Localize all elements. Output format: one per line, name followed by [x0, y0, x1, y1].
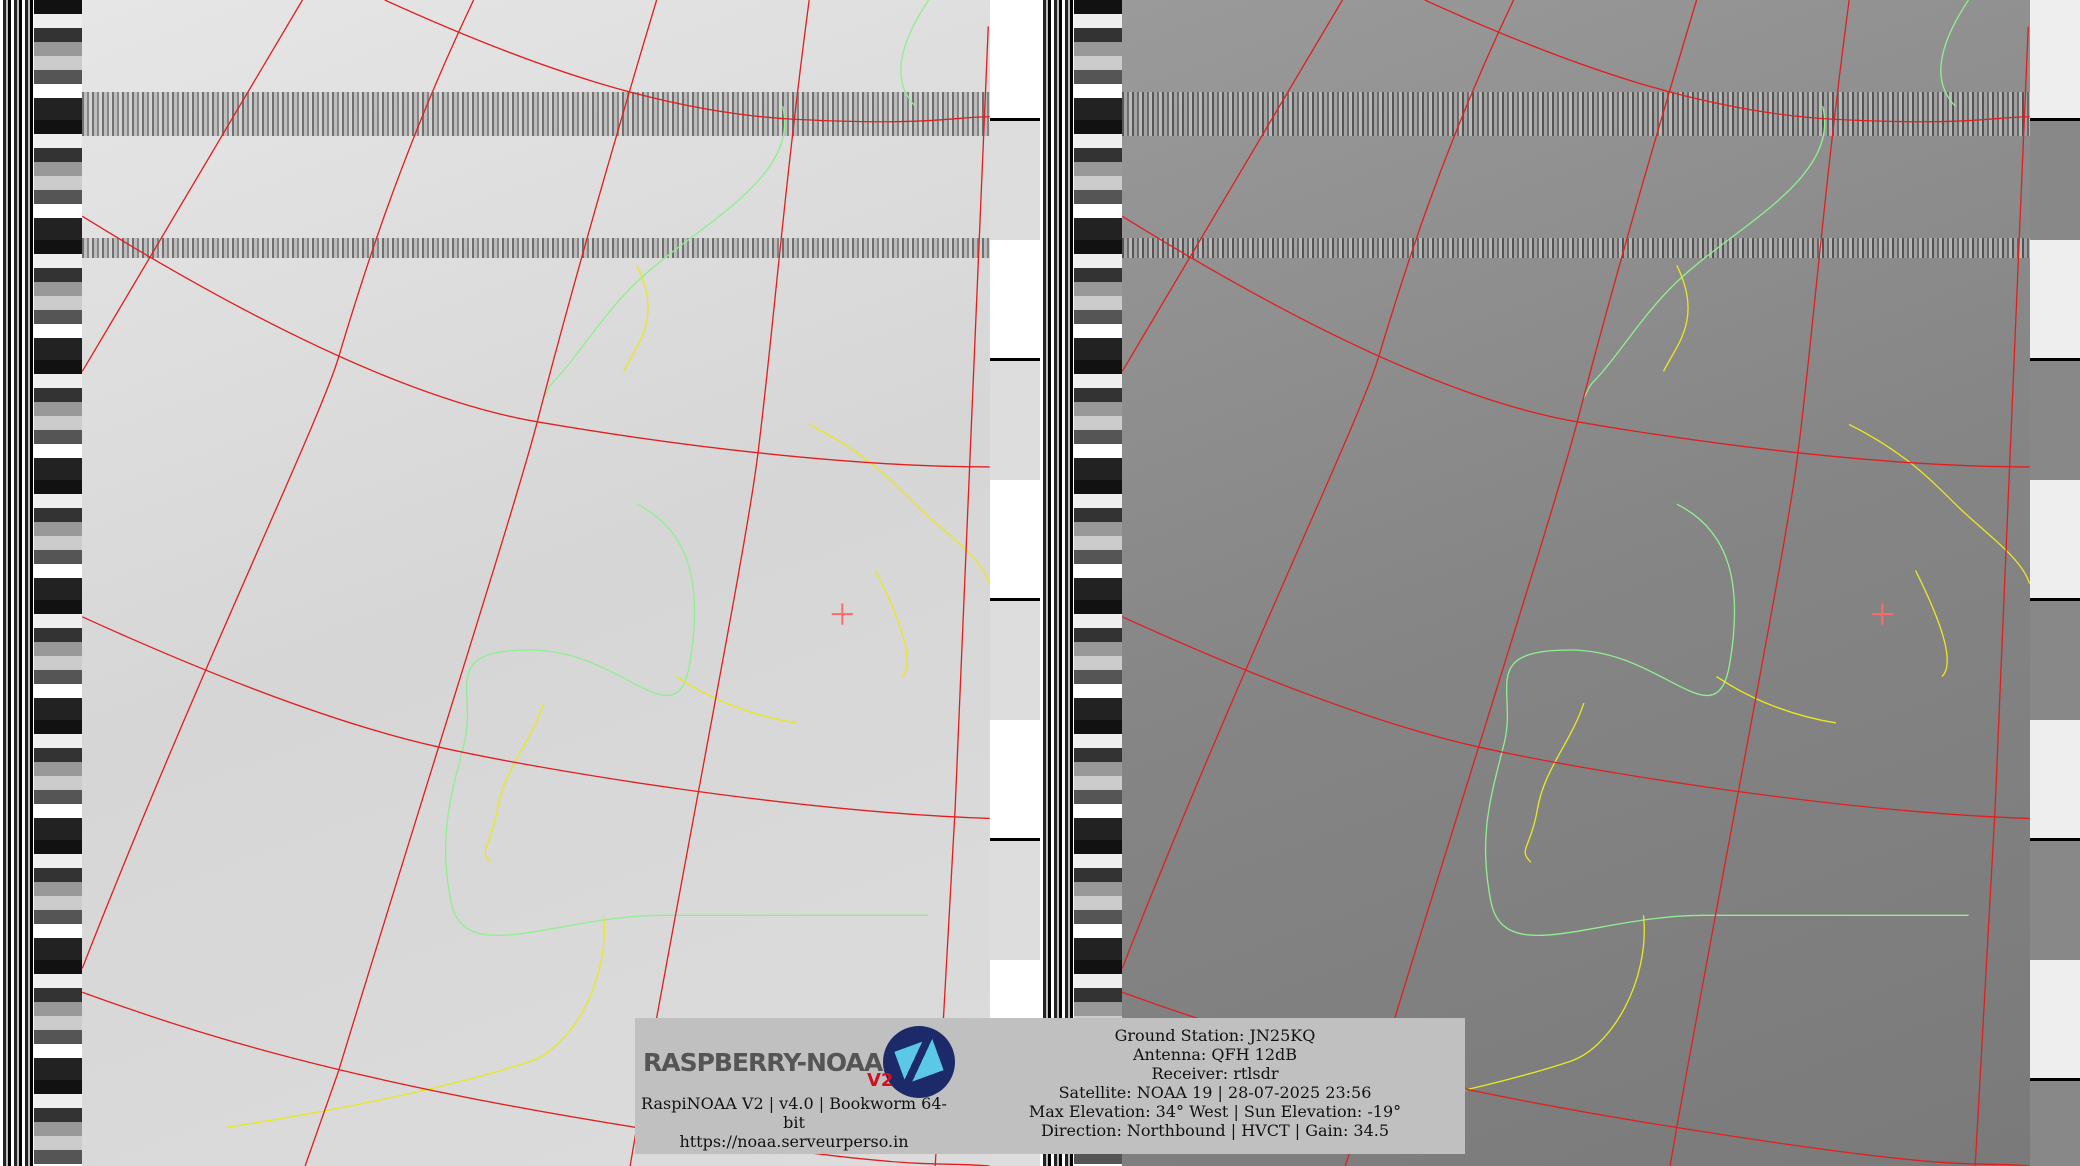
- noise-band: [82, 238, 990, 258]
- pass-info-panel: RASPBERRY-NOAA V2 RaspiNOAA V2 | v4.0 | …: [635, 1018, 1465, 1154]
- ground-station-crosshair-a: [830, 602, 854, 626]
- version-text: RaspiNOAA V2 | v4.0 | Bookworm 64-bit: [641, 1094, 947, 1132]
- sync-b-strip: [1040, 0, 1074, 1166]
- telemetry-b-strip: [2030, 0, 2080, 1166]
- satellite-line: Satellite: NOAA 19 | 28-07-2025 23:56: [1058, 1083, 1372, 1102]
- lat-lon-grid-a: [81, 0, 991, 1166]
- ground-station-crosshair-b: [1870, 602, 1894, 626]
- logo-text: RASPBERRY-NOAA: [643, 1048, 883, 1077]
- calibration-wedge-a: [34, 0, 82, 1166]
- calibration-wedge-b: [1074, 0, 1122, 1166]
- coastline-a: [224, 0, 991, 1129]
- noise-band: [1122, 92, 2030, 136]
- noise-band: [82, 92, 990, 136]
- antenna-line: Antenna: QFH 12dB: [1133, 1045, 1297, 1064]
- direction-line: Direction: Northbound | HVCT | Gain: 34.…: [1040, 1121, 1390, 1140]
- logo-badge: V2: [867, 1070, 894, 1091]
- noise-band: [1122, 238, 2030, 258]
- channel-a-image: [82, 0, 990, 1166]
- raspberry-noaa-logo: RASPBERRY-NOAA V2: [641, 1022, 955, 1108]
- software-info: RaspiNOAA V2 | v4.0 | Bookworm 64-bit ht…: [635, 1094, 953, 1151]
- pass-details: Ground Station: JN25KQ Antenna: QFH 12dB…: [965, 1026, 1465, 1140]
- elevation-line: Max Elevation: 34° West | Sun Elevation:…: [1028, 1102, 1402, 1121]
- station-url: https://noaa.serveurperso.in: [679, 1132, 909, 1151]
- lat-lon-grid-b: [1121, 0, 2031, 1166]
- coastline-b: [1264, 0, 2031, 1129]
- sync-a-strip: [0, 0, 34, 1166]
- channel-b-image: [1122, 0, 2030, 1166]
- ground-station-line: Ground Station: JN25KQ: [1114, 1026, 1316, 1045]
- receiver-line: Receiver: rtlsdr: [1151, 1064, 1279, 1083]
- telemetry-a-strip: [990, 0, 1040, 1166]
